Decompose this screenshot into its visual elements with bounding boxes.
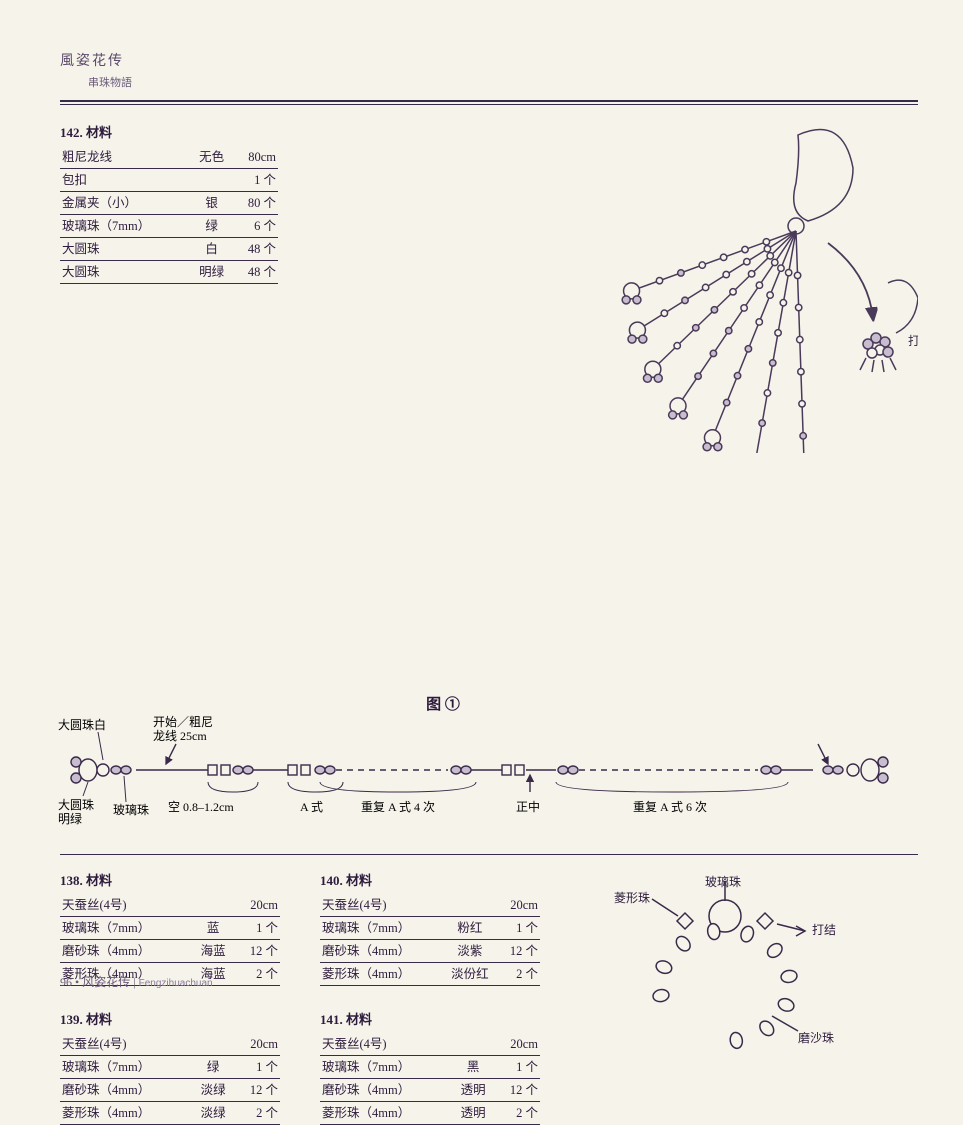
section-142-title: 142. 材料 [60,123,278,144]
table-row: 天蚕丝(4号)20cm [60,894,280,917]
book-title-line: 風姿花传 [60,50,918,70]
fig1-diagram: 大圆珠白 大圆珠明绿 玻璃珠 开始／粗尼龙线 25cm 空 0.8–1.2cm … [58,714,918,834]
table-row: 天蚕丝(4号)20cm [320,1033,540,1056]
table-row: 粗尼龙线无色80cm [60,146,278,169]
table-row: 天蚕丝(4号)20cm [60,1033,280,1056]
table-row: 玻璃珠（7mm）蓝1 个 [60,916,280,939]
section-141: 141. 材料 天蚕丝(4号)20cm玻璃珠（7mm）黑1 个磨砂珠（4mm）透… [320,1010,540,1125]
page-footer: 96 • 风姿花传 | Fengzihuachuan [60,973,213,990]
table-row: 玻璃珠（7mm）黑1 个 [320,1055,540,1078]
section-138: 138. 材料 天蚕丝(4号)20cm玻璃珠（7mm）蓝1 个磨砂珠（4mm）海… [60,871,280,986]
svg-text:空 0.8–1.2cm: 空 0.8–1.2cm [168,800,234,814]
bottom-rule [60,854,918,855]
svg-text:正中: 正中 [516,799,540,814]
svg-text:大圆珠明绿: 大圆珠明绿 [58,798,94,826]
section-139-title: 139. 材料 [60,1010,280,1031]
top-rule [60,100,918,105]
table-row: 玻璃珠（7mm）绿1 个 [60,1055,280,1078]
book-subtitle: 串珠物語 [88,74,918,90]
svg-text:大圆珠白: 大圆珠白 [58,717,106,732]
section-139: 139. 材料 天蚕丝(4号)20cm玻璃珠（7mm）绿1 个磨砂珠（4mm）淡… [60,1010,280,1125]
table-row: 天蚕丝(4号)20cm [320,894,540,917]
bracelet-frosted-label: 磨沙珠 [798,1029,834,1046]
bracelet-knot-label: 打结 [812,921,836,938]
table-row: 大圆珠白48 个 [60,237,278,260]
bracelet-glass-label: 玻璃珠 [705,873,741,890]
table-row: 菱形珠（4mm）淡绿2 个 [60,1101,280,1124]
svg-text:开始／粗尼龙线 25cm: 开始／粗尼龙线 25cm [153,715,213,743]
section-140-title: 140. 材料 [320,871,540,892]
svg-text:重复 A 式 4 次: 重复 A 式 4 次 [361,800,435,814]
bracelet-diamond-label: 菱形珠 [614,889,650,906]
table-row: 磨砂珠（4mm）海蓝12 个 [60,939,280,962]
table-row: 大圆珠明绿48 个 [60,260,278,283]
table-row: 玻璃珠（7mm）绿6 个 [60,214,278,237]
table-row: 菱形珠（4mm）淡份红2 个 [320,962,540,985]
table-row: 菱形珠（4mm）透明2 个 [320,1101,540,1124]
table-row: 玻璃珠（7mm）粉红1 个 [320,916,540,939]
book-title: 風姿花传 [60,54,124,69]
knot-label: 打结 [908,334,918,348]
section-142-table: 粗尼龙线无色80cm包扣1 个金属夹（小）银80 个玻璃珠（7mm）绿6 个大圆… [60,146,278,284]
table-row: 包扣1 个 [60,168,278,191]
table-row: 磨砂珠（4mm）淡紫12 个 [320,939,540,962]
svg-text:玻璃珠: 玻璃珠 [113,803,149,817]
fig1-label: 图 ① [0,693,918,714]
tassel-diagram: 打结 [298,123,918,453]
section-138-title: 138. 材料 [60,871,280,892]
svg-text:重复 A 式 6 次: 重复 A 式 6 次 [633,800,707,814]
table-row: 磨砂珠（4mm）透明12 个 [320,1078,540,1101]
table-row: 金属夹（小）银80 个 [60,191,278,214]
section-140: 140. 材料 天蚕丝(4号)20cm玻璃珠（7mm）粉红1 个磨砂珠（4mm）… [320,871,540,986]
svg-text:A 式: A 式 [300,800,323,814]
table-row: 磨砂珠（4mm）淡绿12 个 [60,1078,280,1101]
section-141-title: 141. 材料 [320,1010,540,1031]
